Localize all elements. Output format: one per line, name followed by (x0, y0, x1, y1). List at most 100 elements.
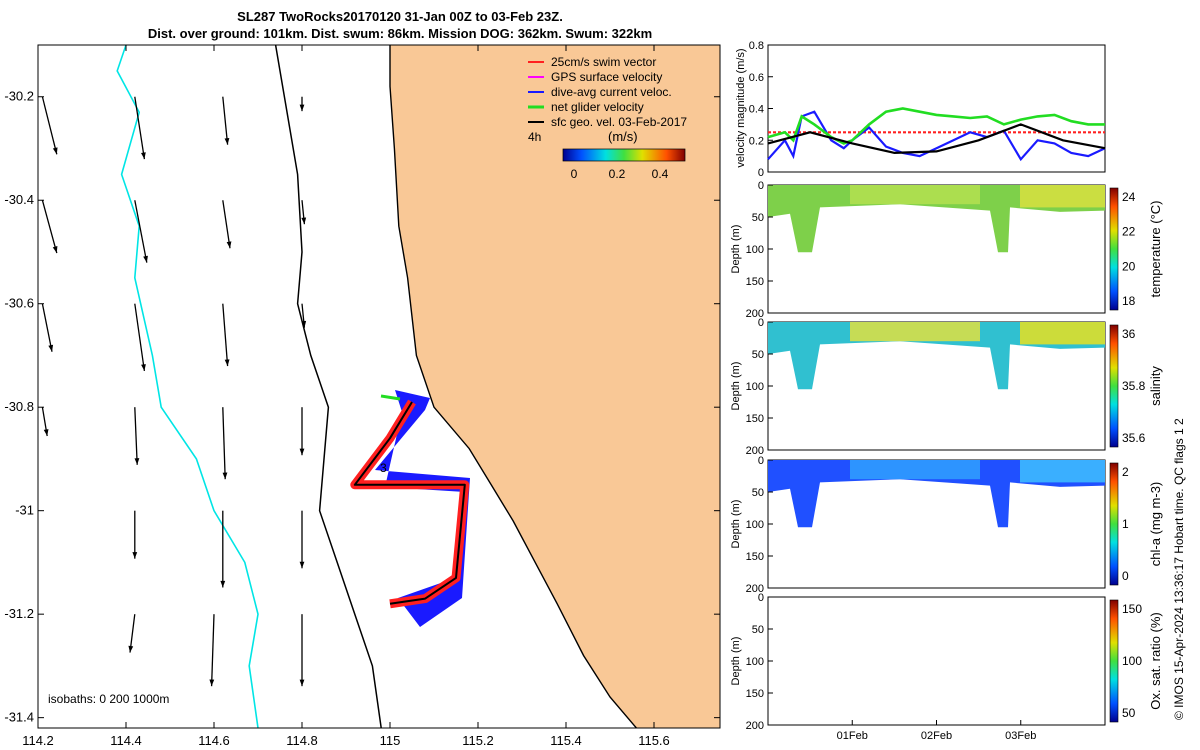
isobath-1000m (116, 45, 259, 728)
depth-tick-label: 200 (746, 583, 764, 595)
colorbar-tick-label: 24 (1122, 190, 1136, 204)
map-y-tick-label: -31 (15, 503, 34, 518)
colorbar-tick-label: 18 (1122, 294, 1136, 308)
geo-velocity-vectors (41, 96, 307, 687)
net-velocity-arrow (380, 394, 401, 401)
depth-tick-label: 200 (746, 308, 764, 320)
depth-tick-label: 150 (746, 276, 764, 288)
colorbar-chla (1109, 462, 1119, 586)
depth-tick-label: 50 (752, 624, 764, 636)
geo-vector-arrow (301, 200, 307, 225)
colorbar-tick-label: 35.6 (1122, 431, 1146, 445)
track-annotation: 3 (380, 461, 387, 475)
depth-ylabel: Depth (m) (730, 637, 742, 686)
legend-label: GPS surface velocity (551, 70, 662, 84)
geo-vector-arrow (299, 407, 305, 456)
geo-vector-arrow (134, 303, 146, 372)
map-x-tick-label: 114.6 (198, 733, 230, 748)
section-panel-salinity: 0 50 100 150 200 Depth (m) 36 35.8 35.6 salinity (730, 317, 1163, 457)
velocity-y-tick-label: 0 (758, 167, 764, 179)
map-x-tick-label: 115.2 (462, 733, 494, 748)
colorbar-tick-label: 150 (1122, 602, 1142, 616)
map-colorbar (562, 148, 686, 162)
geo-vector-arrow (222, 200, 232, 249)
map-x-tick-label: 114.8 (286, 733, 318, 748)
coastline (389, 45, 637, 728)
geo-vector-arrow (299, 510, 305, 569)
depth-tick-label: 50 (752, 212, 764, 224)
velocity-frame (767, 44, 1106, 173)
velocity-y-axis: 0 0.2 0.4 0.6 0.8 (749, 40, 773, 179)
geo-vector-arrow (222, 303, 230, 367)
map-y-tick-label: -31.2 (4, 606, 34, 621)
legend-4h-marker: 4h (528, 130, 541, 144)
colorbar-tick: 0.2 (609, 167, 626, 181)
depth-ylabel: Depth (m) (730, 500, 742, 549)
chart-title: SL287 TwoRocks20170120 31-Jan 00Z to 03-… (0, 8, 800, 42)
section-panel-chla: 0 50 100 150 200 Depth (m) 2 1 0 chl-a (mg m-3) (730, 455, 1163, 595)
velocity-ylabel: velocity magnitude (m/s) (735, 48, 747, 167)
geo-vector-arrow (299, 96, 305, 112)
velocity-series-dive-avg-current (767, 110, 1106, 162)
time-tick-label: 03Feb (1005, 730, 1036, 742)
map-x-tick-label: 115 (380, 733, 401, 748)
map-y-tick-label: -30.8 (4, 399, 34, 414)
map-y-tick-label: -31.4 (4, 710, 34, 725)
colorbar-tick-label: 1 (1122, 517, 1129, 531)
velocity-series-net-glider (767, 107, 1105, 145)
map-x-tick-label: 115.4 (550, 733, 582, 748)
legend-label: net glider velocity (551, 100, 644, 114)
colorbar-tick-label: 20 (1122, 259, 1136, 273)
depth-tick-label: 50 (752, 349, 764, 361)
depth-tick-label: 100 (746, 381, 764, 393)
legend-item-gps: GPS surface velocity (528, 70, 662, 84)
geo-vector-arrow (128, 614, 136, 653)
depth-tick-label: 150 (746, 413, 764, 425)
velocity-panel: 0 0.2 0.4 0.6 0.8 velocity magnitude (m/s) (735, 40, 1106, 179)
colorbar-tick-label: 35.8 (1122, 379, 1146, 393)
depth-tick-label: 0 (758, 180, 764, 192)
geo-vector-arrow (41, 303, 54, 352)
map-frame (37, 44, 721, 729)
depth-tick-label: 100 (746, 519, 764, 531)
isobath-200m (274, 45, 382, 728)
velocity-y-tick-label: 0.2 (749, 135, 764, 147)
velocity-y-tick-label: 0.8 (749, 40, 764, 52)
map-x-axis: 114.2 114.4 114.6 114.8 115 115.2 115.4 115.6 (22, 45, 670, 748)
depth-tick-label: 50 (752, 487, 764, 499)
depth-tick-label: 100 (746, 656, 764, 668)
isobath-label: isobaths: 0 200 1000m (48, 692, 169, 706)
depth-tick-label: 0 (758, 317, 764, 329)
legend-item-swim: 25cm/s swim vector (528, 55, 656, 69)
colorbar-label-temperature: temperature (°C) (1148, 201, 1163, 298)
colorbar-oxygen (1109, 599, 1119, 723)
depth-tick-label: 200 (746, 720, 764, 732)
map-legend: 25cm/s swim vector GPS surface velocity … (528, 55, 687, 181)
geo-vector-arrow (41, 407, 49, 437)
time-tick-label: 01Feb (837, 730, 868, 742)
map-y-tick-label: -30.6 (4, 296, 34, 311)
depth-tick-label: 150 (746, 688, 764, 700)
time-tick-label: 02Feb (921, 730, 952, 742)
colorbar-tick: 0 (571, 167, 578, 181)
geo-vector-arrow (134, 96, 146, 160)
velocity-series (767, 107, 1106, 162)
map-x-tick-label: 114.4 (110, 733, 142, 748)
title-line-2: Dist. over ground: 101km. Dist. swum: 86… (147, 26, 653, 41)
geo-vector-arrow (132, 510, 138, 559)
legend-label: sfc geo. vel. 03-Feb-2017 (551, 115, 687, 129)
depth-tick-label: 200 (746, 445, 764, 457)
map-x-tick-label: 115.6 (638, 733, 670, 748)
colorbar-tick-label: 22 (1122, 225, 1136, 239)
colorbar-label-salinity: salinity (1148, 366, 1163, 406)
geo-vector-arrow (222, 96, 230, 145)
geo-vector-arrow (134, 407, 140, 465)
legend-label: 25cm/s swim vector (551, 55, 656, 69)
legend-label: dive-avg current veloc. (551, 85, 672, 99)
colorbar-tick-label: 100 (1122, 654, 1142, 668)
depth-ylabel: Depth (m) (730, 362, 742, 411)
geo-vector-arrow (220, 510, 226, 588)
colorbar-tick-label: 2 (1122, 465, 1129, 479)
